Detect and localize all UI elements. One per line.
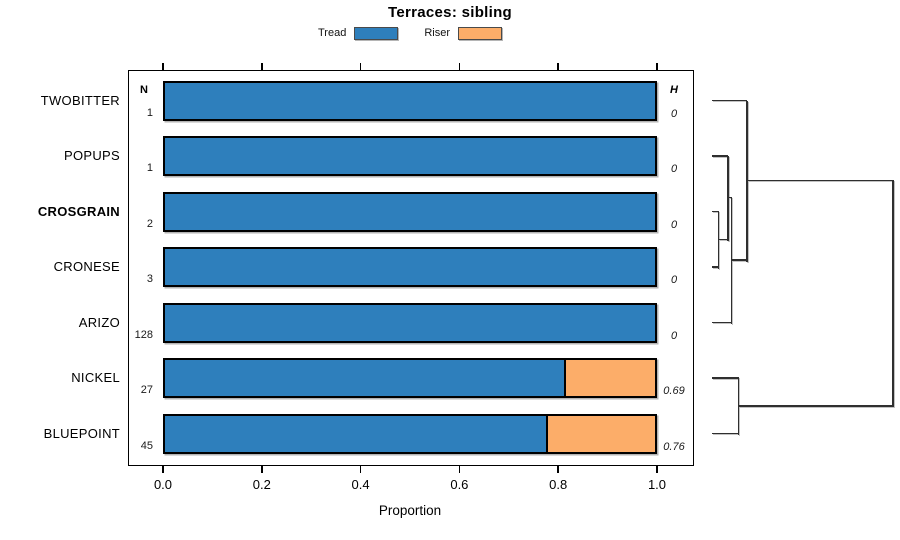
axis-tick-bottom (656, 466, 658, 473)
axis-tick-top (656, 63, 658, 70)
dendrogram-segment (730, 197, 733, 324)
axis-tick-bottom (458, 466, 461, 473)
x-axis-label: Proportion (378, 503, 442, 518)
dendrogram-segment (712, 155, 728, 157)
legend: Tread Riser (0, 25, 820, 41)
axis-tick-label: 0.2 (252, 477, 271, 492)
category-label-nickel: NICKEL (71, 370, 120, 385)
bar-row-arizo (163, 302, 657, 343)
dendrogram-segment (746, 100, 748, 262)
bar-row-crosgrain (163, 191, 657, 232)
n-value: 45 (140, 439, 153, 452)
category-label-popups: POPUPS (64, 148, 120, 163)
category-label-bluepoint: BLUEPOINT (43, 425, 120, 441)
h-value: 0 (670, 163, 678, 175)
dendrogram-segment (712, 99, 747, 102)
dendrogram-segment (712, 377, 739, 379)
dendrogram-segment (712, 432, 739, 435)
h-value: 0 (670, 218, 678, 231)
riser-segment (546, 415, 655, 452)
h-column-header: H (670, 84, 678, 96)
axis-tick-bottom (162, 466, 164, 473)
dendrogram-segment (747, 179, 893, 182)
axis-tick-top (458, 63, 461, 70)
legend-swatch-riser (458, 26, 502, 40)
n-value: 3 (146, 273, 153, 285)
n-value: 1 (146, 106, 153, 119)
axis-tick-label: 0.8 (549, 477, 568, 492)
axis-tick-label: 1.0 (647, 477, 667, 492)
h-value: 0.76 (663, 440, 685, 453)
category-label-twobitter: TWOBITTER (40, 92, 120, 108)
h-value: 0 (670, 329, 678, 342)
axis-tick-bottom (359, 466, 362, 473)
n-value: 27 (140, 384, 153, 396)
dendrogram-segment (717, 211, 720, 269)
bar-row-cronese (163, 247, 657, 287)
dendrogram-segment (712, 266, 719, 268)
category-label-cronese: CRONESE (53, 259, 120, 274)
dendrogram-segment (892, 180, 894, 408)
axis-tick-top (162, 63, 164, 70)
n-value: 128 (134, 328, 153, 341)
n-value: 1 (146, 162, 153, 174)
n-column-header: N (140, 84, 148, 96)
bar-row-nickel (163, 358, 657, 398)
legend-item-riser: Riser (424, 26, 502, 40)
axis-tick-top (557, 63, 559, 70)
h-value: 0.69 (663, 385, 685, 397)
category-label-crosgrain: CROSGRAIN (37, 203, 120, 219)
axis-tick-bottom (557, 466, 559, 473)
category-label-arizo: ARIZO (78, 314, 120, 330)
n-value: 2 (146, 217, 153, 230)
dendrogram-segment (712, 210, 719, 213)
bar-row-popups (163, 136, 657, 176)
dendrogram-segment (731, 259, 747, 261)
dendrogram-segment (738, 405, 893, 407)
dendrogram-segment (728, 196, 732, 199)
legend-swatch-tread (354, 26, 399, 40)
dendrogram-segment (718, 238, 728, 240)
dendrogram-segment (737, 378, 740, 435)
legend-label: Tread (318, 27, 347, 39)
dendrogram-segment (712, 321, 732, 324)
dendrogram-segment (727, 156, 729, 241)
axis-tick-label: 0.4 (351, 477, 370, 492)
axis-tick-top (261, 63, 263, 70)
axis-tick-bottom (261, 466, 263, 473)
chart-title: Terraces: sibling (387, 4, 513, 21)
bar-row-bluepoint (163, 413, 657, 454)
bar-row-twobitter (163, 80, 657, 121)
axis-tick-label: 0.6 (450, 477, 469, 492)
h-value: 0 (670, 274, 678, 286)
axis-tick-label: 0.0 (153, 477, 173, 492)
legend-item-tread: Tread (318, 26, 399, 40)
legend-label: Riser (424, 27, 450, 39)
h-value: 0 (670, 107, 678, 120)
axis-tick-top (359, 63, 362, 70)
riser-segment (564, 360, 655, 396)
